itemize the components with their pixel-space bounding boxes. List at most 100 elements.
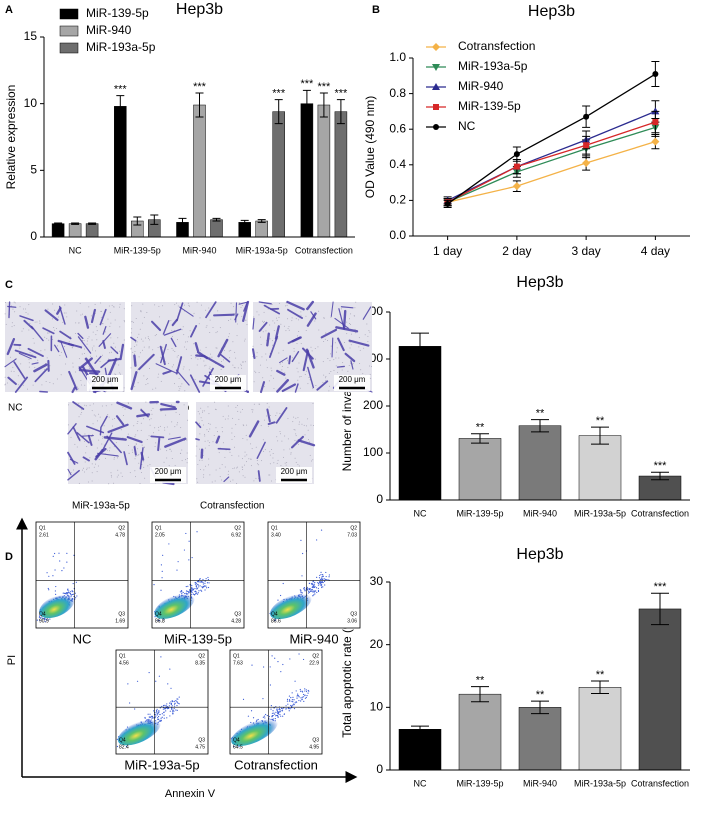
texture-dot (81, 313, 83, 315)
legend-marker (432, 83, 440, 90)
event-dot (300, 700, 302, 702)
texture-dot (155, 334, 157, 336)
texture-dot (273, 388, 275, 390)
texture-dot (86, 469, 88, 471)
cell-process (14, 376, 29, 393)
texture-dot (131, 320, 133, 322)
x-tick-label: MiR-193a-5p (574, 778, 626, 788)
texture-dot (122, 415, 124, 417)
event-dot (155, 712, 157, 714)
texture-dot (240, 411, 242, 413)
scale-label: 200 μm (92, 375, 119, 384)
texture-dot (62, 321, 64, 323)
texture-dot (208, 430, 210, 432)
event-dot (301, 699, 303, 701)
texture-dot (359, 363, 361, 365)
texture-dot (338, 357, 340, 359)
event-dot (151, 717, 153, 719)
cell-process (27, 347, 44, 357)
event-dot (297, 693, 299, 695)
texture-dot (67, 404, 69, 406)
event-dot (295, 701, 297, 703)
texture-dot (103, 444, 105, 446)
texture-dot (295, 417, 297, 419)
texture-dot (227, 418, 229, 420)
density-cloud (39, 593, 75, 619)
texture-dot (115, 363, 117, 365)
texture-dot (274, 322, 276, 324)
cell-process (190, 325, 198, 338)
texture-dot (276, 319, 278, 321)
texture-dot (250, 465, 252, 467)
texture-dot (275, 414, 277, 416)
significance-label: ** (476, 422, 485, 434)
event-dot (252, 717, 255, 719)
event-dot (306, 694, 308, 697)
cell-process (101, 432, 113, 452)
texture-dot (314, 320, 316, 322)
texture-dot (154, 427, 156, 429)
texture-dot (279, 412, 281, 414)
texture-dot (134, 435, 136, 437)
texture-dot (76, 310, 78, 312)
legend-label: MiR-139-5p (86, 6, 149, 20)
error-bar (651, 592, 669, 626)
y-tick-label: 15 (24, 29, 38, 43)
texture-dot (53, 327, 55, 329)
texture-dot (14, 311, 16, 313)
event-dot (313, 590, 315, 592)
event-dot (168, 705, 171, 707)
texture-dot (280, 465, 282, 467)
y-tick-label: 10 (370, 700, 384, 714)
event-dot (280, 707, 283, 709)
event-dot (311, 582, 313, 585)
texture-dot (149, 339, 151, 341)
texture-dot (80, 314, 82, 316)
cell-process (107, 357, 118, 378)
texture-dot (291, 320, 293, 322)
texture-dot (135, 443, 137, 445)
event-dot (298, 653, 300, 655)
texture-dot (17, 375, 19, 377)
texture-dot (219, 476, 221, 478)
texture-dot (88, 365, 90, 367)
significance-label: *** (317, 81, 331, 93)
texture-dot (218, 452, 220, 454)
texture-dot (266, 415, 268, 417)
scale-label: 200 μm (339, 375, 366, 384)
texture-dot (97, 465, 99, 467)
series-line (447, 141, 656, 203)
texture-dot (127, 403, 129, 405)
texture-dot (369, 331, 371, 333)
event-dot (191, 592, 193, 594)
x-tick-label: MiR-940 (523, 508, 557, 518)
texture-dot (25, 312, 27, 314)
cell-process (297, 439, 316, 447)
event-dot (167, 683, 169, 685)
texture-dot (75, 371, 77, 373)
texture-dot (88, 336, 90, 338)
texture-dot (272, 320, 274, 322)
event-dot (317, 587, 319, 590)
cell-process (138, 353, 155, 371)
texture-dot (112, 425, 114, 427)
texture-dot (114, 319, 116, 321)
texture-dot (261, 460, 263, 462)
event-dot (168, 543, 170, 545)
texture-dot (49, 365, 51, 367)
texture-dot (72, 362, 74, 364)
texture-dot (264, 449, 266, 451)
texture-dot (263, 419, 265, 421)
texture-dot (242, 437, 244, 439)
texture-dot (55, 328, 57, 330)
event-dot (175, 709, 177, 711)
texture-dot (277, 440, 279, 442)
cell-process (67, 451, 76, 465)
texture-dot (123, 319, 125, 321)
panel-letter: B (372, 4, 380, 16)
texture-dot (242, 361, 244, 363)
texture-dot (322, 381, 324, 383)
event-dot (291, 699, 294, 701)
texture-dot (244, 451, 246, 453)
event-dot (328, 574, 330, 576)
